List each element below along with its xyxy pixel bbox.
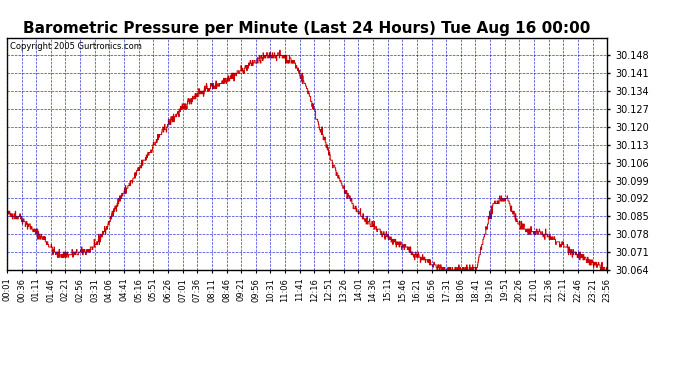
Title: Barometric Pressure per Minute (Last 24 Hours) Tue Aug 16 00:00: Barometric Pressure per Minute (Last 24 … xyxy=(23,21,591,36)
Text: Copyright 2005 Gurtronics.com: Copyright 2005 Gurtronics.com xyxy=(10,42,141,51)
